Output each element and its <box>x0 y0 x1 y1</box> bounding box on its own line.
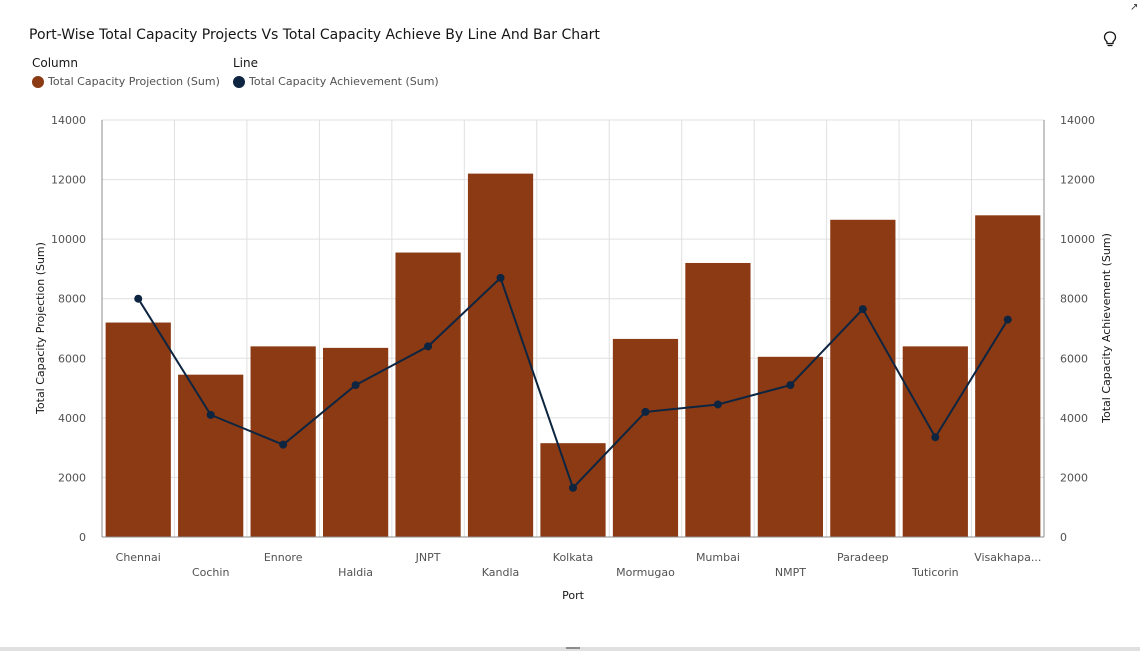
bar-cochin[interactable] <box>178 374 244 537</box>
legend-item-achievement[interactable]: Total Capacity Achievement (Sum) <box>233 75 439 88</box>
line-point-ennore[interactable] <box>279 440 288 449</box>
line-point-mormugao[interactable] <box>641 407 650 416</box>
x-tick-label: Mumbai <box>696 551 740 564</box>
x-tick-label: Mormugao <box>616 566 675 579</box>
legend-item-projection[interactable]: Total Capacity Projection (Sum) <box>32 75 220 88</box>
axis-layer <box>101 120 1045 538</box>
y-tick-label: 10000 <box>51 233 86 246</box>
line-point-tuticorin[interactable] <box>931 433 940 442</box>
x-tick-label: Ennore <box>264 551 303 564</box>
resize-handle[interactable] <box>566 647 580 649</box>
expand-icon[interactable]: ↗ <box>1130 2 1139 13</box>
y-axis-label: Total Capacity Projection (Sum) <box>34 242 47 415</box>
line-point-haldia[interactable] <box>351 381 360 390</box>
x-tick-label: Chennai <box>116 551 161 564</box>
line-point-paradeep[interactable] <box>858 305 867 314</box>
bar-chennai[interactable] <box>105 322 171 537</box>
y2-axis-label: Total Capacity Achievement (Sum) <box>1100 233 1113 424</box>
legend-column-heading: Column <box>32 56 78 70</box>
x-tick-label: Cochin <box>192 566 229 579</box>
y2-tick-label: 12000 <box>1060 174 1095 187</box>
line-point-nmpt[interactable] <box>786 381 795 390</box>
line-point-cochin[interactable] <box>206 410 215 419</box>
x-tick-label: Haldia <box>338 566 373 579</box>
x-tick-label: Kandla <box>482 566 520 579</box>
y-tick-label: 12000 <box>51 174 86 187</box>
line-point-visakhapa[interactable] <box>1003 315 1012 324</box>
y-tick-label: 4000 <box>58 412 86 425</box>
y-tick-label: 14000 <box>51 114 86 127</box>
y2-tick-label: 6000 <box>1060 352 1088 365</box>
x-tick-label: Paradeep <box>837 551 889 564</box>
y2-tick-label: 8000 <box>1060 293 1088 306</box>
bar-kandla[interactable] <box>467 173 534 537</box>
y-tick-label: 8000 <box>58 293 86 306</box>
line-point-kandla[interactable] <box>496 273 505 282</box>
legend-swatch-achievement <box>233 75 245 88</box>
x-tick-label: NMPT <box>775 566 806 579</box>
bar-visakhapa[interactable] <box>975 215 1041 538</box>
line-point-mumbai[interactable] <box>713 400 722 409</box>
x-tick-label: Tuticorin <box>911 566 959 579</box>
lightbulb-icon[interactable] <box>1101 30 1119 48</box>
legend-line-heading: Line <box>233 56 259 70</box>
bottom-scroll-track <box>0 647 1140 651</box>
y2-tick-label: 0 <box>1060 531 1067 544</box>
bar-mumbai[interactable] <box>685 262 751 537</box>
line-point-kolkata[interactable] <box>569 483 577 492</box>
chart-title: Port-Wise Total Capacity Projects Vs Tot… <box>29 27 600 43</box>
x-tick-label: Visakhapa... <box>974 551 1041 564</box>
bar-tuticorin[interactable] <box>902 346 968 537</box>
legend-swatch-projection <box>32 75 44 88</box>
line-point-jnpt[interactable] <box>424 342 433 351</box>
label-layer: 0 0 2000 2000 4000 4000 6000 6000 8000 8000 10000 1… <box>51 114 1095 579</box>
x-tick-label: Kolkata <box>553 551 593 564</box>
y2-tick-label: 2000 <box>1060 471 1088 484</box>
line-point-chennai[interactable] <box>134 294 143 303</box>
bar-mormugao[interactable] <box>612 338 679 537</box>
legend-label-projection: Total Capacity Projection (Sum) <box>48 75 220 88</box>
y-tick-label: 2000 <box>58 471 86 484</box>
bar-haldia[interactable] <box>323 347 389 537</box>
y-tick-label: 6000 <box>58 352 86 365</box>
bar-paradeep[interactable] <box>830 219 896 537</box>
line-layer <box>134 273 1012 492</box>
y-tick-label: 0 <box>79 531 86 544</box>
x-axis-label: Port <box>562 589 584 602</box>
bar-jnpt[interactable] <box>395 252 461 537</box>
bar-layer <box>105 173 1041 538</box>
legend-label-achievement: Total Capacity Achievement (Sum) <box>249 75 439 88</box>
y2-tick-label: 10000 <box>1060 233 1095 246</box>
x-tick-label: JNPT <box>415 551 441 564</box>
y2-tick-label: 4000 <box>1060 412 1088 425</box>
y2-tick-label: 14000 <box>1060 114 1095 127</box>
